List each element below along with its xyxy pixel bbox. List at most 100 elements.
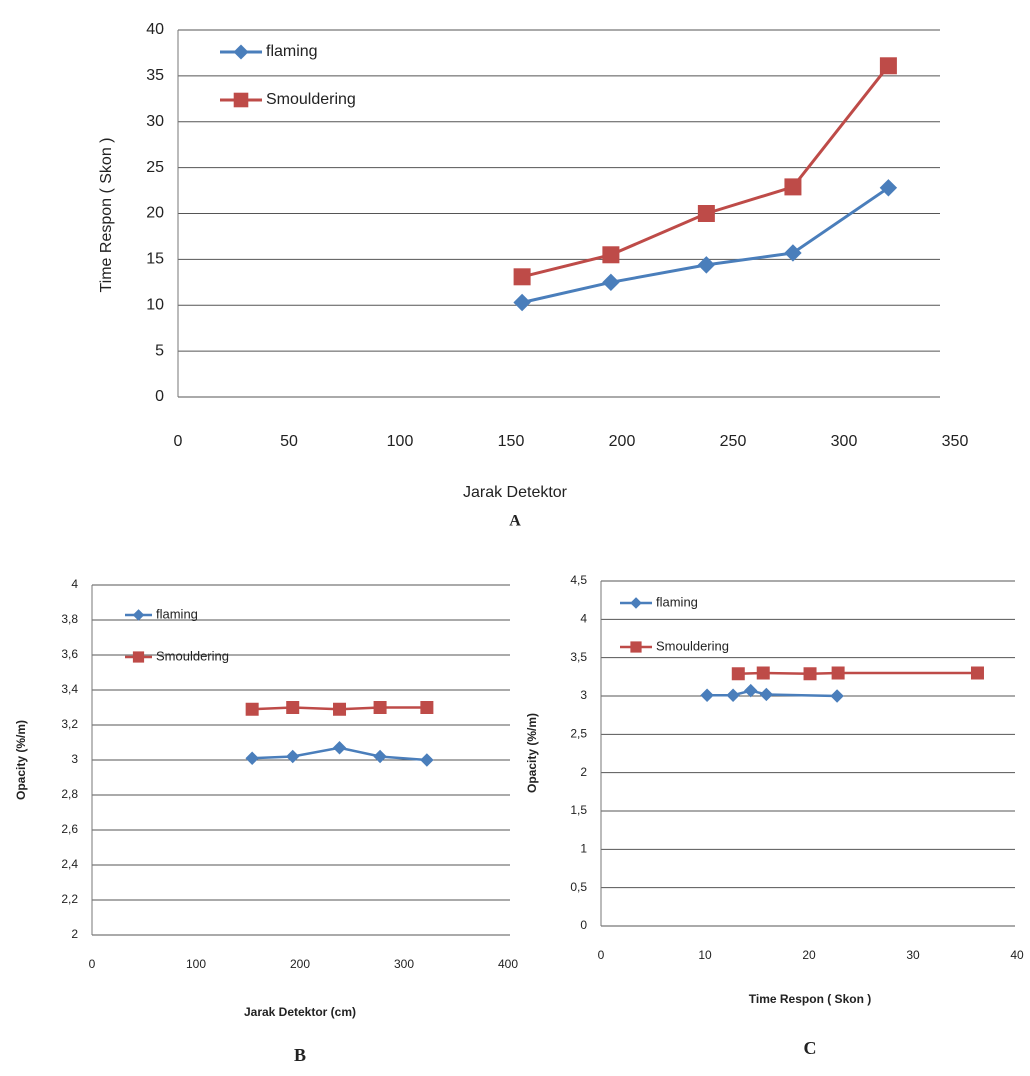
- y-tick-label: 1,5: [570, 803, 587, 817]
- page: 0510152025303540050100150200250300350Tim…: [0, 0, 1030, 1071]
- legend-marker: [234, 45, 248, 59]
- y-tick-label: 10: [146, 296, 164, 313]
- x-tick-label: 250: [720, 433, 747, 450]
- legend-label: Smouldering: [266, 91, 356, 108]
- series-line: [522, 66, 888, 277]
- data-point: [603, 247, 619, 263]
- data-point: [246, 703, 258, 715]
- legend-marker: [631, 598, 641, 608]
- y-tick-label: 2: [580, 765, 587, 779]
- y-tick-label: 35: [146, 67, 164, 84]
- y-tick-label: 20: [146, 205, 164, 222]
- data-point: [880, 58, 896, 74]
- x-tick-label: 300: [394, 957, 414, 971]
- y-axis-label: Time Respon ( Skon ): [98, 137, 115, 292]
- data-point: [287, 751, 299, 763]
- y-tick-label: 2,4: [61, 857, 78, 871]
- x-tick-label: 100: [387, 433, 414, 450]
- data-point: [971, 667, 983, 679]
- y-tick-label: 3: [71, 752, 78, 766]
- x-tick-label: 200: [290, 957, 310, 971]
- x-tick-label: 0: [598, 948, 605, 962]
- y-tick-label: 2,8: [61, 787, 78, 801]
- y-tick-label: 0,5: [570, 880, 587, 894]
- chart-caption: A: [509, 513, 521, 530]
- x-tick-label: 300: [831, 433, 858, 450]
- data-point: [760, 688, 772, 700]
- data-point: [832, 667, 844, 679]
- data-point: [374, 702, 386, 714]
- legend-label: flaming: [156, 606, 198, 621]
- data-point: [701, 689, 713, 701]
- chart-caption: C: [804, 1038, 817, 1058]
- y-tick-label: 2,2: [61, 892, 78, 906]
- y-tick-label: 3,2: [61, 717, 78, 731]
- series-line: [738, 673, 977, 674]
- data-point: [727, 689, 739, 701]
- y-tick-label: 0: [580, 918, 587, 932]
- data-point: [287, 702, 299, 714]
- legend-marker: [631, 642, 641, 652]
- y-tick-label: 4: [71, 577, 78, 591]
- data-point: [698, 206, 714, 222]
- legend-marker: [133, 652, 143, 662]
- y-tick-label: 15: [146, 251, 164, 268]
- y-tick-label: 5: [155, 342, 164, 359]
- chart-caption: B: [294, 1045, 306, 1065]
- data-point: [374, 751, 386, 763]
- chart-figure: 0510152025303540050100150200250300350Tim…: [0, 0, 1030, 1071]
- y-tick-label: 2,6: [61, 822, 78, 836]
- data-point: [334, 742, 346, 754]
- legend-label: flaming: [656, 594, 698, 609]
- data-point: [246, 752, 258, 764]
- y-tick-label: 4: [580, 612, 587, 626]
- data-point: [514, 269, 530, 285]
- y-tick-label: 3,4: [61, 682, 78, 696]
- y-tick-label: 3,5: [570, 650, 587, 664]
- y-axis-label: Opacity (%/m): [14, 720, 28, 800]
- x-tick-label: 150: [498, 433, 525, 450]
- legend-label: Smouldering: [156, 648, 229, 663]
- x-axis-label: Jarak Detektor (cm): [244, 1005, 356, 1019]
- data-point: [757, 667, 769, 679]
- x-tick-label: 30: [906, 948, 920, 962]
- data-point: [421, 702, 433, 714]
- x-tick-label: 10: [698, 948, 712, 962]
- data-point: [831, 690, 843, 702]
- y-tick-label: 3: [580, 688, 587, 702]
- data-point: [804, 668, 816, 680]
- x-tick-label: 20: [802, 948, 816, 962]
- data-point: [334, 703, 346, 715]
- y-tick-label: 1: [580, 842, 587, 856]
- legend-label: flaming: [266, 43, 318, 60]
- x-tick-label: 200: [609, 433, 636, 450]
- y-tick-label: 25: [146, 159, 164, 176]
- data-point: [514, 294, 530, 310]
- x-tick-label: 100: [186, 957, 206, 971]
- y-tick-label: 2: [71, 927, 78, 941]
- y-tick-label: 3,8: [61, 612, 78, 626]
- x-tick-label: 0: [89, 957, 96, 971]
- data-point: [603, 274, 619, 290]
- y-tick-label: 0: [155, 388, 164, 405]
- legend-marker: [133, 610, 143, 620]
- x-tick-label: 400: [498, 957, 518, 971]
- x-tick-label: 350: [942, 433, 969, 450]
- y-tick-label: 30: [146, 113, 164, 130]
- legend-marker: [234, 93, 248, 107]
- data-point: [785, 179, 801, 195]
- data-point: [732, 668, 744, 680]
- y-axis-label: Opacity (%/m): [525, 713, 539, 793]
- y-tick-label: 4,5: [570, 573, 587, 587]
- y-tick-label: 40: [146, 21, 164, 38]
- legend-label: Smouldering: [656, 638, 729, 653]
- x-tick-label: 50: [280, 433, 298, 450]
- y-tick-label: 3,6: [61, 647, 78, 661]
- data-point: [421, 754, 433, 766]
- x-tick-label: 0: [174, 433, 183, 450]
- x-tick-label: 40: [1010, 948, 1024, 962]
- x-axis-label: Jarak Detektor: [463, 484, 568, 501]
- y-tick-label: 2,5: [570, 727, 587, 741]
- x-axis-label: Time Respon ( Skon ): [749, 992, 871, 1006]
- data-point: [745, 685, 757, 697]
